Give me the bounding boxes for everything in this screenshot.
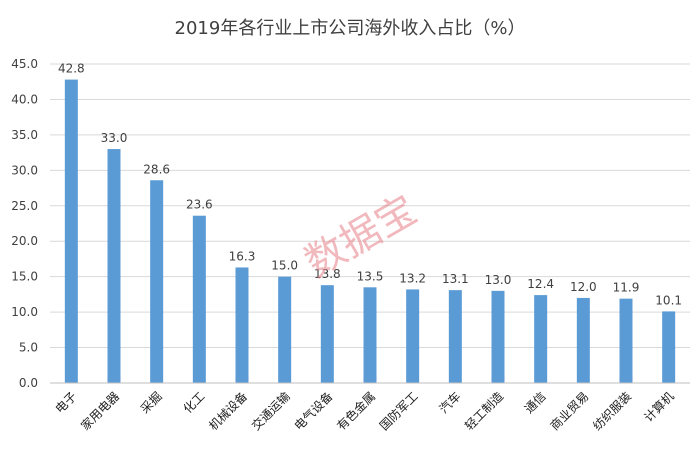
bar (619, 298, 633, 383)
data-label: 23.6 (186, 198, 213, 212)
category-label: 通信 (522, 389, 549, 416)
data-label: 28.6 (143, 162, 170, 176)
category-label: 机械设备 (206, 389, 251, 434)
category-label: 轻工制造 (462, 389, 506, 433)
data-labels: 42.8 33.0 28.6 23.6 16.3 15.0 13.8 13.5 13.2 13.1… (58, 62, 682, 308)
data-label: 12.4 (527, 277, 554, 291)
category-label: 商业贸易 (547, 389, 592, 434)
y-tick-label: 40.0 (11, 92, 38, 106)
category-label: 化工 (181, 389, 208, 416)
category-label: 电气设备 (291, 389, 336, 434)
bar (448, 290, 462, 383)
bar (107, 149, 121, 383)
data-label: 11.9 (613, 281, 640, 295)
y-tick-label: 35.0 (11, 128, 38, 142)
data-label: 13.0 (485, 273, 512, 287)
bar (662, 311, 676, 383)
data-label: 42.8 (58, 62, 85, 76)
bar (150, 180, 164, 383)
data-label: 13.1 (442, 272, 469, 286)
data-label: 16.3 (229, 249, 256, 263)
bar (320, 285, 334, 383)
data-label: 13.2 (399, 271, 426, 285)
y-tick-label: 45.0 (11, 57, 38, 71)
category-label: 有色金属 (334, 389, 379, 434)
data-label: 15.0 (271, 259, 298, 273)
category-label: 纺织服装 (590, 389, 634, 433)
y-tick-label: 25.0 (11, 199, 38, 213)
data-label: 33.0 (101, 131, 128, 145)
y-tick-label: 15.0 (11, 270, 38, 284)
y-tick-label: 5.0 (19, 341, 38, 355)
data-label: 12.0 (570, 280, 597, 294)
chart-title: 2019年各行业上市公司海外收入占比（%） (175, 18, 526, 39)
bar (64, 79, 78, 384)
category-label: 交通运输 (248, 389, 293, 434)
bar (491, 290, 505, 383)
y-axis-ticks: 0.0 5.0 10.0 15.0 20.0 25.0 30.0 35.0 40.0 45.0 (11, 57, 38, 390)
category-label: 国防军工 (376, 389, 421, 434)
bar (576, 297, 590, 383)
y-tick-label: 20.0 (11, 234, 38, 248)
category-label: 电子 (53, 389, 80, 416)
bar (192, 215, 206, 383)
y-tick-label: 10.0 (11, 305, 38, 319)
data-label: 13.5 (357, 269, 384, 283)
bar (235, 267, 249, 383)
bars (64, 79, 676, 384)
bar (534, 295, 548, 383)
data-label: 13.8 (314, 267, 341, 281)
data-label: 10.1 (655, 293, 682, 307)
bar (278, 276, 292, 383)
y-tick-label: 0.0 (19, 376, 38, 390)
category-label: 家用电器 (78, 389, 123, 434)
bar (363, 287, 377, 383)
category-label: 计算机 (641, 389, 677, 425)
category-label: 采掘 (137, 389, 165, 417)
category-label: 汽车 (436, 389, 464, 417)
bar (406, 289, 420, 383)
y-tick-label: 30.0 (11, 163, 38, 177)
